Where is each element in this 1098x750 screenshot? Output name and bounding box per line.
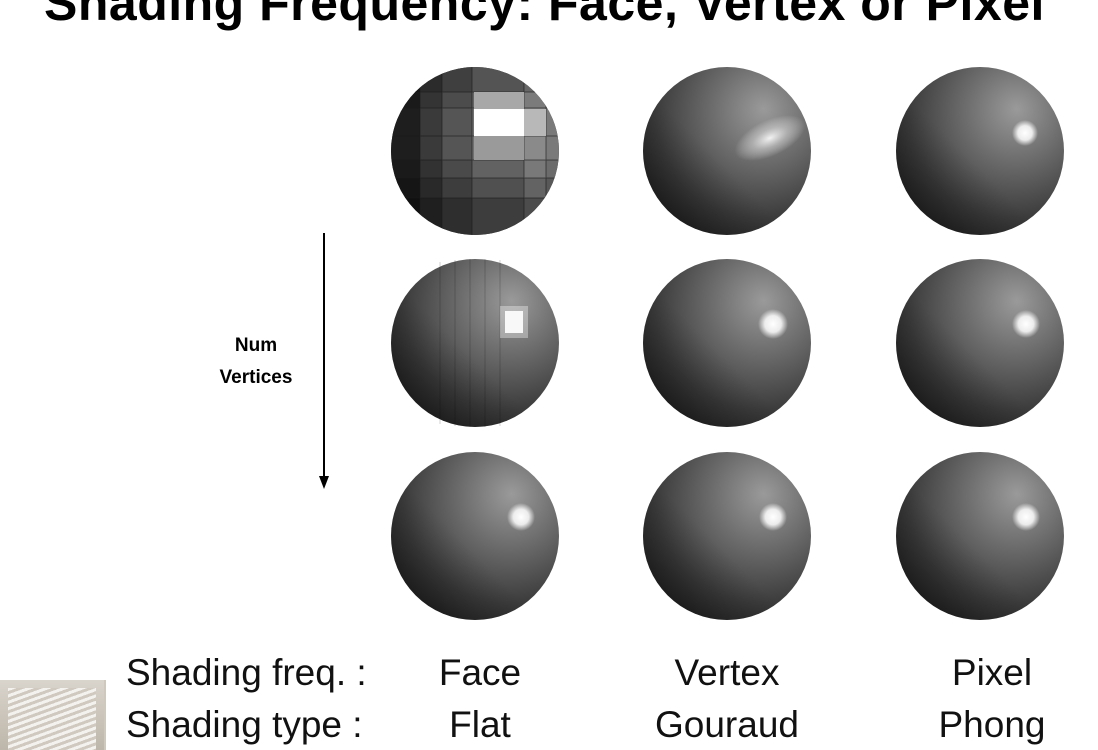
thumbnail-image: [8, 688, 96, 750]
col-flat-type: Flat: [449, 704, 511, 745]
axis-label-line2: Vertices: [219, 367, 293, 388]
col-pixel-frequency: Pixel: [951, 652, 1033, 693]
sphere-gouraud-mid: [643, 259, 811, 427]
sphere-phong-low: [896, 67, 1064, 235]
row-label-type: Shading type :: [126, 704, 363, 745]
sphere-phong-high: [896, 452, 1064, 620]
col-phong-type: Phong: [938, 704, 1046, 745]
sphere-phong-mid: [896, 259, 1064, 427]
col-vertex-frequency: Vertex: [674, 652, 780, 693]
sphere-flat-high: [391, 452, 559, 620]
col-face-frequency: Face: [438, 652, 522, 693]
sphere-flat-mid: [391, 259, 559, 427]
row-label-frequency: Shading freq. :: [126, 652, 367, 693]
presenter-video-thumbnail: [0, 680, 106, 750]
sphere-flat-low: [391, 67, 559, 235]
sphere-gouraud-low: [643, 67, 811, 235]
col-gouraud-type: Gouraud: [655, 704, 799, 745]
axis-label: Num Vertices: [200, 330, 312, 394]
sphere-gouraud-high: [643, 452, 811, 620]
axis-label-line1: Num: [234, 335, 278, 356]
slide-title: Shading Frequency: Face, Vertex or Pixel: [44, 0, 1045, 31]
